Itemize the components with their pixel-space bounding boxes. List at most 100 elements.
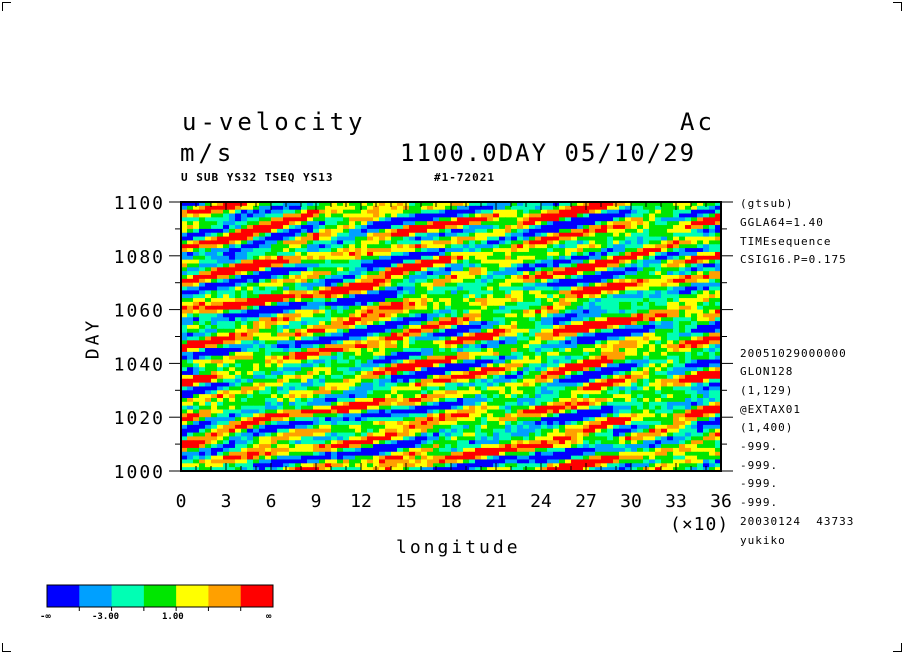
- heatmap-cell: [337, 374, 344, 380]
- heatmap-cell: [349, 240, 356, 245]
- heatmap-cell: [631, 394, 638, 399]
- heatmap-cell: [517, 282, 524, 288]
- heatmap-cell: [559, 355, 566, 361]
- heatmap-cell: [493, 336, 500, 341]
- heatmap-cell: [343, 401, 350, 407]
- heatmap-cell: [487, 248, 494, 253]
- heatmap-cell: [193, 248, 200, 253]
- heatmap-cell: [445, 348, 452, 353]
- heatmap-cell: [349, 386, 356, 391]
- heatmap-cell: [481, 255, 488, 261]
- heatmap-cell: [481, 209, 488, 215]
- heatmap-cell: [241, 397, 248, 403]
- heatmap-cell: [487, 321, 494, 326]
- heatmap-cell: [685, 259, 692, 265]
- heatmap-cell: [283, 267, 290, 272]
- heatmap-cell: [535, 309, 542, 315]
- heatmap-cell: [469, 332, 476, 338]
- heatmap-cell: [403, 351, 410, 357]
- heatmap-cell: [481, 313, 488, 318]
- heatmap-cell: [229, 267, 236, 272]
- heatmap-cell: [355, 386, 362, 391]
- heatmap-cell: [565, 409, 572, 414]
- heatmap-cell: [541, 321, 548, 326]
- heatmap-cell: [385, 371, 392, 376]
- heatmap-cell: [439, 290, 446, 295]
- heatmap-cell: [259, 332, 266, 338]
- heatmap-cell: [697, 321, 704, 326]
- heatmap-cell: [391, 228, 398, 234]
- heatmap-cell: [301, 382, 308, 388]
- heatmap-cell: [667, 236, 674, 242]
- heatmap-cell: [247, 240, 254, 245]
- heatmap-cell: [259, 240, 266, 245]
- heatmap-cell: [583, 405, 590, 411]
- heatmap-cell: [331, 248, 338, 253]
- heatmap-cell: [553, 386, 560, 391]
- heatmap-cell: [355, 275, 362, 280]
- heatmap-cell: [193, 378, 200, 384]
- heatmap-cell: [205, 259, 212, 265]
- heatmap-cell: [433, 382, 440, 388]
- heatmap-cell: [511, 321, 518, 326]
- heatmap-cell: [343, 405, 350, 411]
- heatmap-cell: [229, 321, 236, 326]
- heatmap-cell: [397, 382, 404, 388]
- heatmap-cell: [535, 298, 542, 303]
- heatmap-cell: [277, 409, 284, 414]
- heatmap-cell: [289, 244, 296, 249]
- heatmap-cell: [529, 213, 536, 218]
- heatmap-cell: [451, 382, 458, 388]
- heatmap-cell: [397, 255, 404, 261]
- heatmap-cell: [571, 348, 578, 353]
- heatmap-cell: [451, 248, 458, 253]
- heatmap-cell: [373, 378, 380, 384]
- heatmap-cell: [199, 324, 206, 330]
- heatmap-cell: [259, 351, 266, 357]
- info-line: TIMEsequence: [740, 235, 832, 248]
- heatmap-cell: [499, 363, 506, 368]
- heatmap-cell: [691, 202, 698, 207]
- heatmap-cell: [523, 321, 530, 326]
- heatmap-cell: [655, 378, 662, 384]
- heatmap-cell: [415, 275, 422, 280]
- heatmap-cell: [613, 309, 620, 315]
- heatmap-cell: [373, 263, 380, 268]
- heatmap-cell: [655, 313, 662, 318]
- heatmap-cell: [259, 344, 266, 349]
- heatmap-cell: [247, 371, 254, 376]
- heatmap-cell: [679, 363, 686, 368]
- heatmap-cell: [433, 309, 440, 315]
- heatmap-cell: [583, 248, 590, 253]
- heatmap-cell: [229, 332, 236, 338]
- heatmap-cell: [223, 248, 230, 253]
- heatmap-cell: [709, 344, 716, 349]
- heatmap-cell: [553, 374, 560, 380]
- heatmap-cell: [439, 251, 446, 257]
- heatmap-cell: [319, 251, 326, 257]
- heatmap-cell: [715, 336, 722, 341]
- heatmap-cell: [565, 394, 572, 399]
- heatmap-cell: [301, 236, 308, 242]
- heatmap-cell: [469, 225, 476, 230]
- heatmap-cell: [289, 275, 296, 280]
- heatmap-cell: [421, 251, 428, 257]
- heatmap-cell: [565, 278, 572, 284]
- heatmap-cell: [253, 340, 260, 345]
- heatmap-cell: [601, 221, 608, 226]
- heatmap-cell: [385, 240, 392, 245]
- heatmap-cell: [313, 298, 320, 303]
- heatmap-cell: [493, 259, 500, 265]
- heatmap-cell: [613, 228, 620, 234]
- heatmap-cell: [283, 305, 290, 311]
- heatmap-cell: [337, 397, 344, 403]
- heatmap-cell: [481, 202, 488, 207]
- heatmap-cell: [421, 332, 428, 338]
- heatmap-cell: [517, 228, 524, 234]
- heatmap-cell: [679, 332, 686, 338]
- heatmap-cell: [499, 324, 506, 330]
- heatmap-cell: [607, 282, 614, 288]
- heatmap-cell: [595, 374, 602, 380]
- heatmap-cell: [469, 394, 476, 399]
- heatmap-cell: [301, 301, 308, 307]
